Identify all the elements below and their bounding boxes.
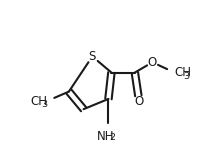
Text: NH: NH [97, 130, 115, 143]
Text: CH: CH [174, 66, 192, 79]
Text: 3: 3 [183, 72, 189, 81]
Text: O: O [135, 95, 144, 108]
Text: CH: CH [30, 95, 47, 108]
Text: O: O [148, 56, 157, 69]
Text: 2: 2 [110, 133, 116, 142]
Text: 3: 3 [41, 100, 47, 109]
Text: S: S [89, 50, 96, 63]
